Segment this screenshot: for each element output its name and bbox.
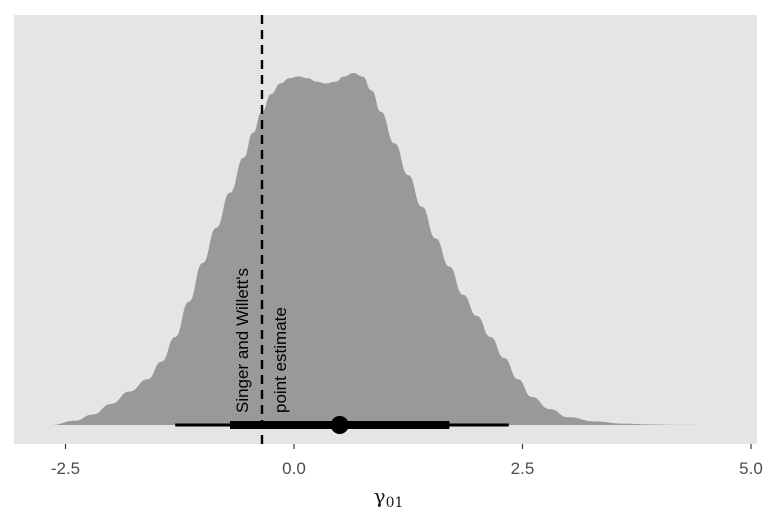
posterior-point-estimate — [330, 416, 349, 434]
x-tick-label: -2.5 — [51, 459, 80, 478]
x-axis-title-symbol: γ — [374, 484, 386, 508]
x-axis: -2.5 0.0 2.5 5.0 — [51, 444, 763, 478]
x-tick-label: 5.0 — [739, 459, 763, 478]
x-axis-title-subscript: 01 — [386, 495, 404, 511]
x-tick-label: 0.0 — [282, 459, 306, 478]
x-axis-title: γ01 — [374, 484, 404, 511]
posterior-density-area — [51, 73, 720, 425]
reference-label-line-2: point estimate — [271, 307, 290, 413]
reference-label-line-1: Singer and Willett's — [233, 268, 252, 413]
x-tick-label: 2.5 — [511, 459, 535, 478]
